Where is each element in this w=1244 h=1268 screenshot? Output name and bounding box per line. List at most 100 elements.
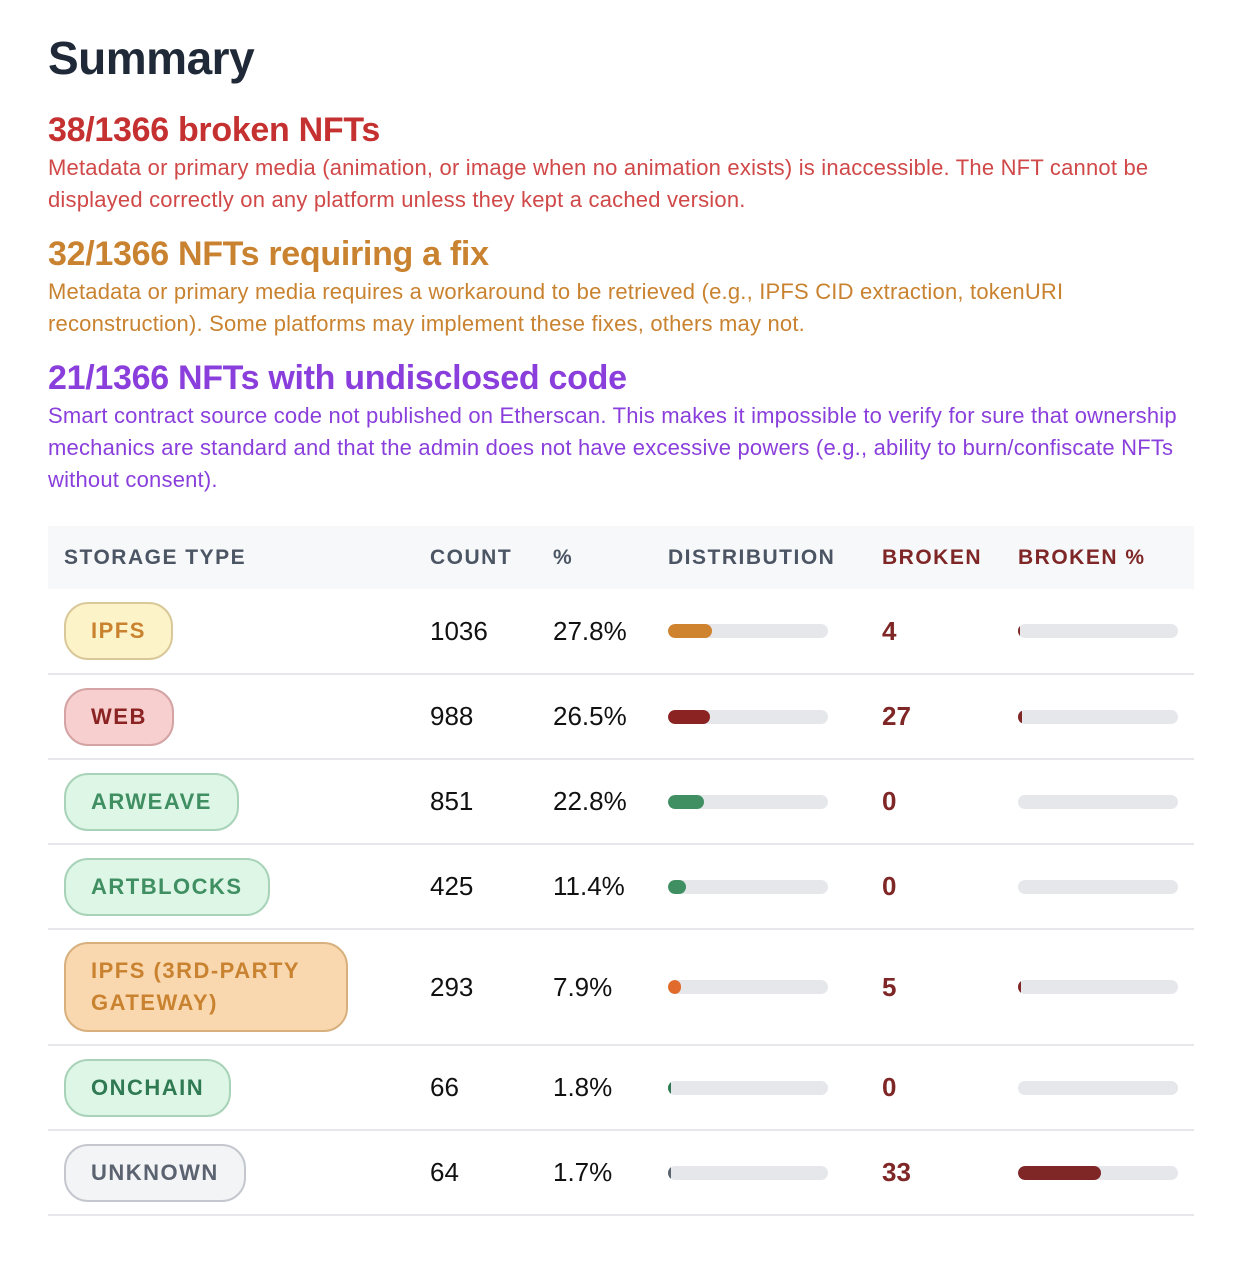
table-header-row: STORAGE TYPE COUNT % DISTRIBUTION BROKEN… xyxy=(48,526,1194,589)
broken-bar-fill xyxy=(1018,624,1020,638)
broken-percent-cell xyxy=(1018,1130,1194,1216)
table-row: IPFS (3RD-PARTY GATEWAY) 293 7.9% 5 xyxy=(48,929,1194,1046)
header-broken: BROKEN xyxy=(882,545,983,569)
distribution-bar-fill xyxy=(668,709,711,724)
storage-type-badge: ARTBLOCKS xyxy=(64,857,270,916)
storage-type-badge: ARWEAVE xyxy=(64,772,239,831)
table-row: ARWEAVE 851 22.8% 0 xyxy=(48,759,1194,845)
broken-bar xyxy=(1018,709,1178,724)
count-cell: 64 xyxy=(430,1130,553,1216)
storage-type-cell: IPFS (3RD-PARTY GATEWAY) xyxy=(48,929,430,1046)
table-row: WEB 988 26.5% 27 xyxy=(48,674,1194,760)
broken-section: 38/1366 broken NFTs Metadata or primary … xyxy=(48,108,1194,216)
table-row: ONCHAIN 66 1.8% 0 xyxy=(48,1045,1194,1131)
count-cell: 988 xyxy=(430,674,553,760)
broken-bar-fill xyxy=(1018,980,1021,994)
distribution-bar xyxy=(668,709,828,724)
distribution-bar-fill xyxy=(668,879,687,894)
fix-heading: 32/1366 NFTs requiring a fix xyxy=(48,235,489,273)
count-cell: 1036 xyxy=(430,589,553,675)
percent-cell: 26.5% xyxy=(553,674,668,760)
distribution-bar xyxy=(668,794,828,809)
distribution-cell xyxy=(668,844,882,930)
broken-percent-cell xyxy=(1018,759,1194,845)
broken-bar xyxy=(1018,1080,1178,1095)
storage-type-cell: ONCHAIN xyxy=(48,1045,430,1131)
storage-type-cell: ARTBLOCKS xyxy=(48,844,430,930)
table-row: ARTBLOCKS 425 11.4% 0 xyxy=(48,844,1194,930)
percent-cell: 1.8% xyxy=(553,1045,668,1131)
undisclosed-description: Smart contract source code not published… xyxy=(48,403,1177,492)
header-storage-type: STORAGE TYPE xyxy=(64,545,247,569)
storage-type-badge: IPFS xyxy=(64,602,173,660)
storage-type-cell: ARWEAVE xyxy=(48,759,430,845)
broken-bar-fill xyxy=(1018,709,1023,724)
undisclosed-section: 21/1366 NFTs with undisclosed code Smart… xyxy=(48,356,1194,496)
table-row: UNKNOWN 64 1.7% 33 xyxy=(48,1130,1194,1216)
broken-percent-cell xyxy=(1018,1045,1194,1131)
percent-cell: 27.8% xyxy=(553,589,668,675)
broken-heading: 38/1366 broken NFTs xyxy=(48,111,380,149)
distribution-bar xyxy=(668,624,828,638)
distribution-bar xyxy=(668,980,828,994)
distribution-bar xyxy=(668,1165,828,1180)
broken-bar xyxy=(1018,794,1178,809)
fix-section: 32/1366 NFTs requiring a fix Metadata or… xyxy=(48,232,1194,340)
broken-count-cell: 0 xyxy=(882,1045,1018,1131)
undisclosed-heading: 21/1366 NFTs with undisclosed code xyxy=(48,359,627,397)
fix-description: Metadata or primary media requires a wor… xyxy=(48,279,1064,336)
broken-percent-cell xyxy=(1018,929,1194,1046)
percent-cell: 22.8% xyxy=(553,759,668,845)
storage-type-cell: UNKNOWN xyxy=(48,1130,430,1216)
broken-count-cell: 27 xyxy=(882,674,1018,760)
storage-type-badge: ONCHAIN xyxy=(64,1058,232,1117)
count-cell: 851 xyxy=(430,759,553,845)
storage-type-badge: IPFS (3RD-PARTY GATEWAY) xyxy=(64,942,348,1032)
distribution-cell xyxy=(668,759,882,845)
broken-count-cell: 5 xyxy=(882,929,1018,1046)
storage-type-badge: WEB xyxy=(64,687,174,746)
broken-bar xyxy=(1018,1165,1178,1180)
count-cell: 425 xyxy=(430,844,553,930)
summary-panel: Summary 38/1366 broken NFTs Metadata or … xyxy=(48,0,1194,1216)
storage-type-cell: WEB xyxy=(48,674,430,760)
broken-bar-fill xyxy=(1018,1165,1101,1180)
header-broken-percent: BROKEN % xyxy=(1018,545,1146,569)
broken-bar xyxy=(1018,980,1178,994)
storage-type-badge: UNKNOWN xyxy=(64,1143,246,1202)
broken-bar xyxy=(1018,624,1178,638)
header-distribution: DISTRIBUTION xyxy=(668,545,836,569)
percent-cell: 11.4% xyxy=(553,844,668,930)
storage-table: STORAGE TYPE COUNT % DISTRIBUTION BROKEN… xyxy=(48,526,1194,1216)
header-count: COUNT xyxy=(430,545,513,569)
percent-cell: 1.7% xyxy=(553,1130,668,1216)
broken-percent-cell xyxy=(1018,674,1194,760)
storage-type-cell: IPFS xyxy=(48,589,430,675)
page-title: Summary xyxy=(48,32,255,84)
distribution-bar-fill xyxy=(668,1080,671,1095)
distribution-cell xyxy=(668,929,882,1046)
distribution-bar xyxy=(668,1080,828,1095)
broken-count-cell: 0 xyxy=(882,844,1018,930)
table-row: IPFS 1036 27.8% 4 xyxy=(48,589,1194,675)
distribution-bar-fill xyxy=(668,1165,671,1180)
broken-percent-cell xyxy=(1018,589,1194,675)
broken-count-cell: 4 xyxy=(882,589,1018,675)
broken-count-cell: 33 xyxy=(882,1130,1018,1216)
distribution-bar xyxy=(668,879,828,894)
distribution-bar-fill xyxy=(668,624,713,638)
broken-description: Metadata or primary media (animation, or… xyxy=(48,155,1149,212)
distribution-cell xyxy=(668,589,882,675)
distribution-cell xyxy=(668,1130,882,1216)
distribution-cell xyxy=(668,1045,882,1131)
count-cell: 66 xyxy=(430,1045,553,1131)
count-cell: 293 xyxy=(430,929,553,1046)
distribution-bar-fill xyxy=(668,794,705,809)
header-percent: % xyxy=(553,545,574,569)
broken-count-cell: 0 xyxy=(882,759,1018,845)
broken-percent-cell xyxy=(1018,844,1194,930)
distribution-bar-fill xyxy=(668,980,681,994)
distribution-cell xyxy=(668,674,882,760)
percent-cell: 7.9% xyxy=(553,929,668,1046)
broken-bar xyxy=(1018,879,1178,894)
